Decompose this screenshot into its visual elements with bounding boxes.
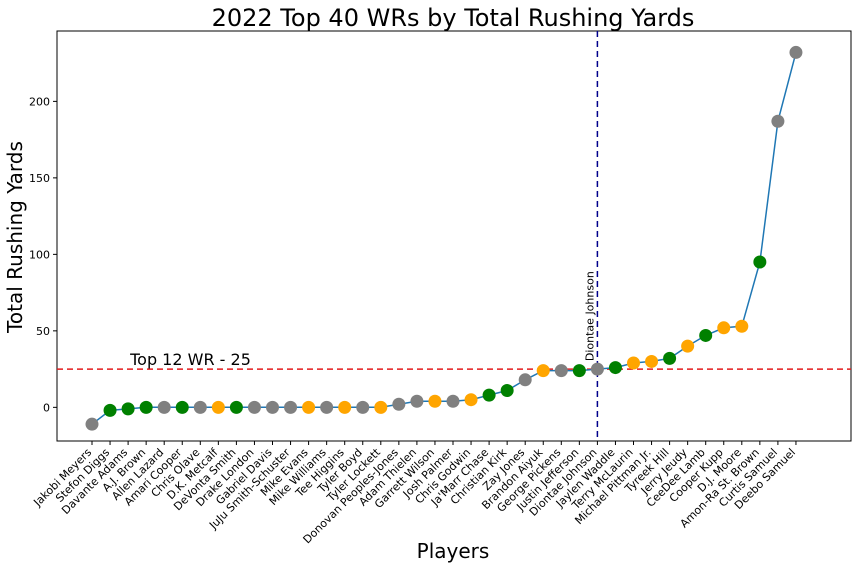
data-point: [266, 400, 279, 414]
data-point: [302, 400, 316, 414]
plot-frame: [56, 30, 852, 442]
data-point: [518, 373, 532, 387]
data-point: [590, 362, 604, 376]
data-point: [464, 393, 478, 407]
data-point: [645, 354, 659, 368]
y-axis-title: Total Rushing Yards: [3, 141, 27, 334]
data-point: [735, 319, 749, 333]
data-point: [392, 397, 406, 411]
data-point: [211, 400, 225, 414]
data-point: [356, 400, 370, 414]
player-reference-label: Diontae Johnson: [583, 271, 596, 361]
y-tick-label: 200: [29, 95, 50, 108]
data-point: [627, 356, 640, 370]
data-point: [753, 255, 767, 269]
data-point: [247, 400, 261, 414]
data-point: [717, 321, 731, 335]
data-point: [229, 400, 243, 414]
data-point: [663, 351, 677, 365]
data-point: [771, 114, 785, 128]
data-point: [139, 400, 153, 414]
chart-title: 2022 Top 40 WRs by Total Rushing Yards: [212, 4, 695, 32]
data-point: [789, 45, 803, 59]
series-line: [91, 52, 797, 425]
y-tick-label: 0: [43, 401, 50, 414]
data-point: [284, 400, 298, 414]
top12-reference-label: Top 12 WR - 25: [129, 350, 251, 369]
data-point: [428, 394, 442, 408]
y-tick-label: 150: [29, 172, 50, 185]
data-point: [193, 400, 207, 414]
data-point: [500, 384, 514, 398]
data-point: [157, 400, 171, 414]
data-point: [446, 394, 460, 408]
data-point: [320, 400, 334, 414]
data-point: [482, 388, 496, 402]
data-point: [608, 361, 622, 375]
data-point: [338, 400, 352, 414]
x-axis-title: Players: [417, 539, 490, 563]
data-point: [681, 339, 695, 353]
data-point: [85, 417, 99, 431]
data-point: [121, 402, 135, 416]
data-point: [572, 364, 586, 378]
data-point: [374, 400, 388, 414]
data-point: [103, 403, 117, 417]
data-point: [410, 394, 424, 408]
y-tick-label: 100: [29, 248, 50, 261]
data-point: [554, 364, 568, 378]
data-point: [699, 328, 713, 342]
y-tick-label: 50: [36, 325, 50, 338]
data-point: [536, 364, 550, 378]
data-point: [175, 400, 189, 414]
